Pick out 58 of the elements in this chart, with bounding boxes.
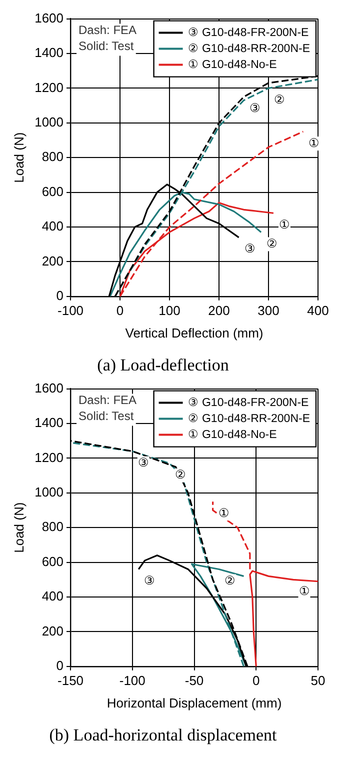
y-tick-label: 1600: [34, 10, 64, 26]
y-tick-label: 200: [42, 253, 64, 268]
annotation: ②: [175, 468, 186, 482]
y-tick-label: 200: [42, 623, 64, 638]
y-axis-title: Load (N): [11, 502, 26, 553]
y-tick-label: 800: [42, 519, 64, 534]
x-tick-label: -50: [184, 672, 204, 688]
x-tick-label: 200: [208, 302, 230, 318]
line-series: [212, 500, 251, 570]
annotation: Dash: FEA: [78, 393, 137, 408]
y-tick-label: 600: [42, 554, 64, 569]
annotation: ①: [298, 584, 310, 598]
legend-label: ① G10-d48-No-E: [188, 428, 278, 441]
legend-label: ① G10-d48-No-E: [188, 58, 278, 71]
y-tick-label: 0: [56, 658, 64, 673]
y-tick-label: 1400: [34, 415, 64, 430]
annotation: ③: [138, 456, 149, 470]
y-tick-label: 1000: [34, 114, 64, 130]
y-tick-label: 400: [42, 218, 64, 234]
annotation: ①: [278, 217, 290, 232]
y-tick-label: 1200: [34, 80, 64, 95]
legend-label: ③ G10-d48-FR-200N-E: [188, 26, 310, 39]
annotation: ①: [218, 506, 230, 520]
x-tick-label: 100: [158, 302, 180, 318]
x-axis-title: Horizontal Displacement (mm): [106, 695, 282, 710]
x-tick-label: 50: [310, 672, 326, 688]
y-tick-label: 400: [42, 588, 64, 604]
annotation: Solid: Test: [78, 409, 134, 424]
annotation: ②: [274, 92, 286, 107]
x-tick-label: 0: [252, 672, 260, 688]
legend-label: ② G10-d48-RR-200N-E: [188, 42, 310, 55]
y-tick-label: 1200: [34, 450, 64, 465]
legend-label: ③ G10-d48-FR-200N-E: [188, 396, 310, 409]
annotation: ①: [308, 136, 320, 150]
x-tick-label: -100: [58, 302, 84, 318]
x-axis-title: Vertical Deflection (mm): [125, 325, 264, 340]
x-tick-label: 300: [258, 302, 280, 318]
y-tick-label: 1600: [34, 380, 64, 396]
text: (a) Load-deflection: [97, 355, 230, 374]
y-tick-label: 800: [42, 149, 64, 164]
annotation: ③: [244, 242, 256, 256]
text: (b) Load-horizontal displacement: [49, 725, 278, 744]
legend-label: ② G10-d48-RR-200N-E: [188, 412, 310, 425]
x-tick-label: -100: [119, 672, 146, 688]
y-axis-title: Load (N): [11, 132, 26, 183]
annotation: ②: [224, 574, 236, 588]
annotation: Dash: FEA: [78, 23, 137, 38]
y-tick-label: 600: [42, 184, 64, 199]
x-tick-label: -150: [58, 672, 84, 688]
y-tick-label: 1000: [34, 484, 64, 500]
annotation: ②: [266, 236, 278, 251]
annotation: ③: [144, 574, 156, 588]
x-tick-label: 0: [116, 302, 124, 318]
y-tick-label: 1400: [34, 45, 64, 60]
annotation: ③: [249, 101, 260, 116]
y-tick-label: 0: [56, 288, 64, 303]
annotation: Solid: Test: [78, 39, 134, 54]
x-tick-label: 400: [307, 302, 329, 318]
